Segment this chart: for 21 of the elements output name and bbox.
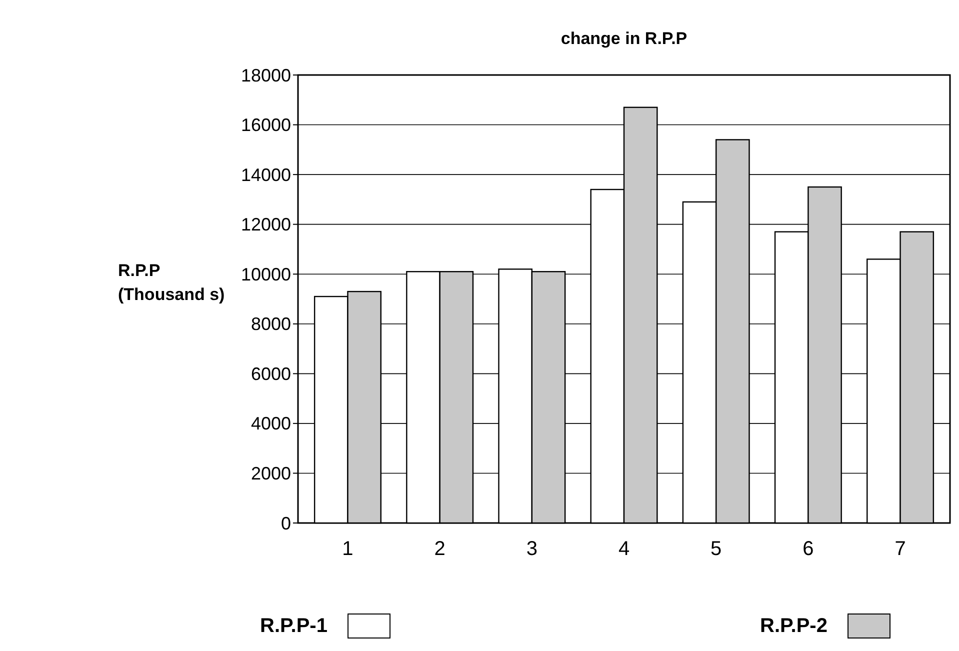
- y-tick-label: 10000: [240, 264, 291, 284]
- y-tick-label: 8000: [250, 314, 291, 334]
- y-tick-label: 16000: [240, 115, 291, 136]
- x-tick-label: 6: [802, 538, 814, 560]
- y-tick-label: 6000: [250, 364, 291, 384]
- y-tick-label: 12000: [240, 214, 291, 235]
- x-tick-label: 2: [434, 538, 446, 560]
- x-tick-label: 7: [894, 538, 906, 560]
- chart-title: change in R.P.P: [560, 29, 688, 48]
- legend-label: R.P.P-1: [260, 615, 328, 637]
- y-tick-label: 18000: [240, 65, 291, 86]
- y-tick-label: 14000: [240, 164, 291, 185]
- x-tick-label: 4: [618, 538, 630, 560]
- legend-label: R.P.P-2: [760, 615, 828, 637]
- x-tick-label: 1: [342, 538, 354, 560]
- y-tick-label: 4000: [250, 414, 291, 434]
- y-tick-label: 2000: [250, 464, 291, 484]
- y-tick-label: 0: [280, 513, 291, 534]
- x-tick-label: 3: [526, 538, 538, 560]
- x-tick-label: 5: [710, 538, 722, 560]
- y-axis-title: R.P.P (Thousand s): [118, 261, 225, 304]
